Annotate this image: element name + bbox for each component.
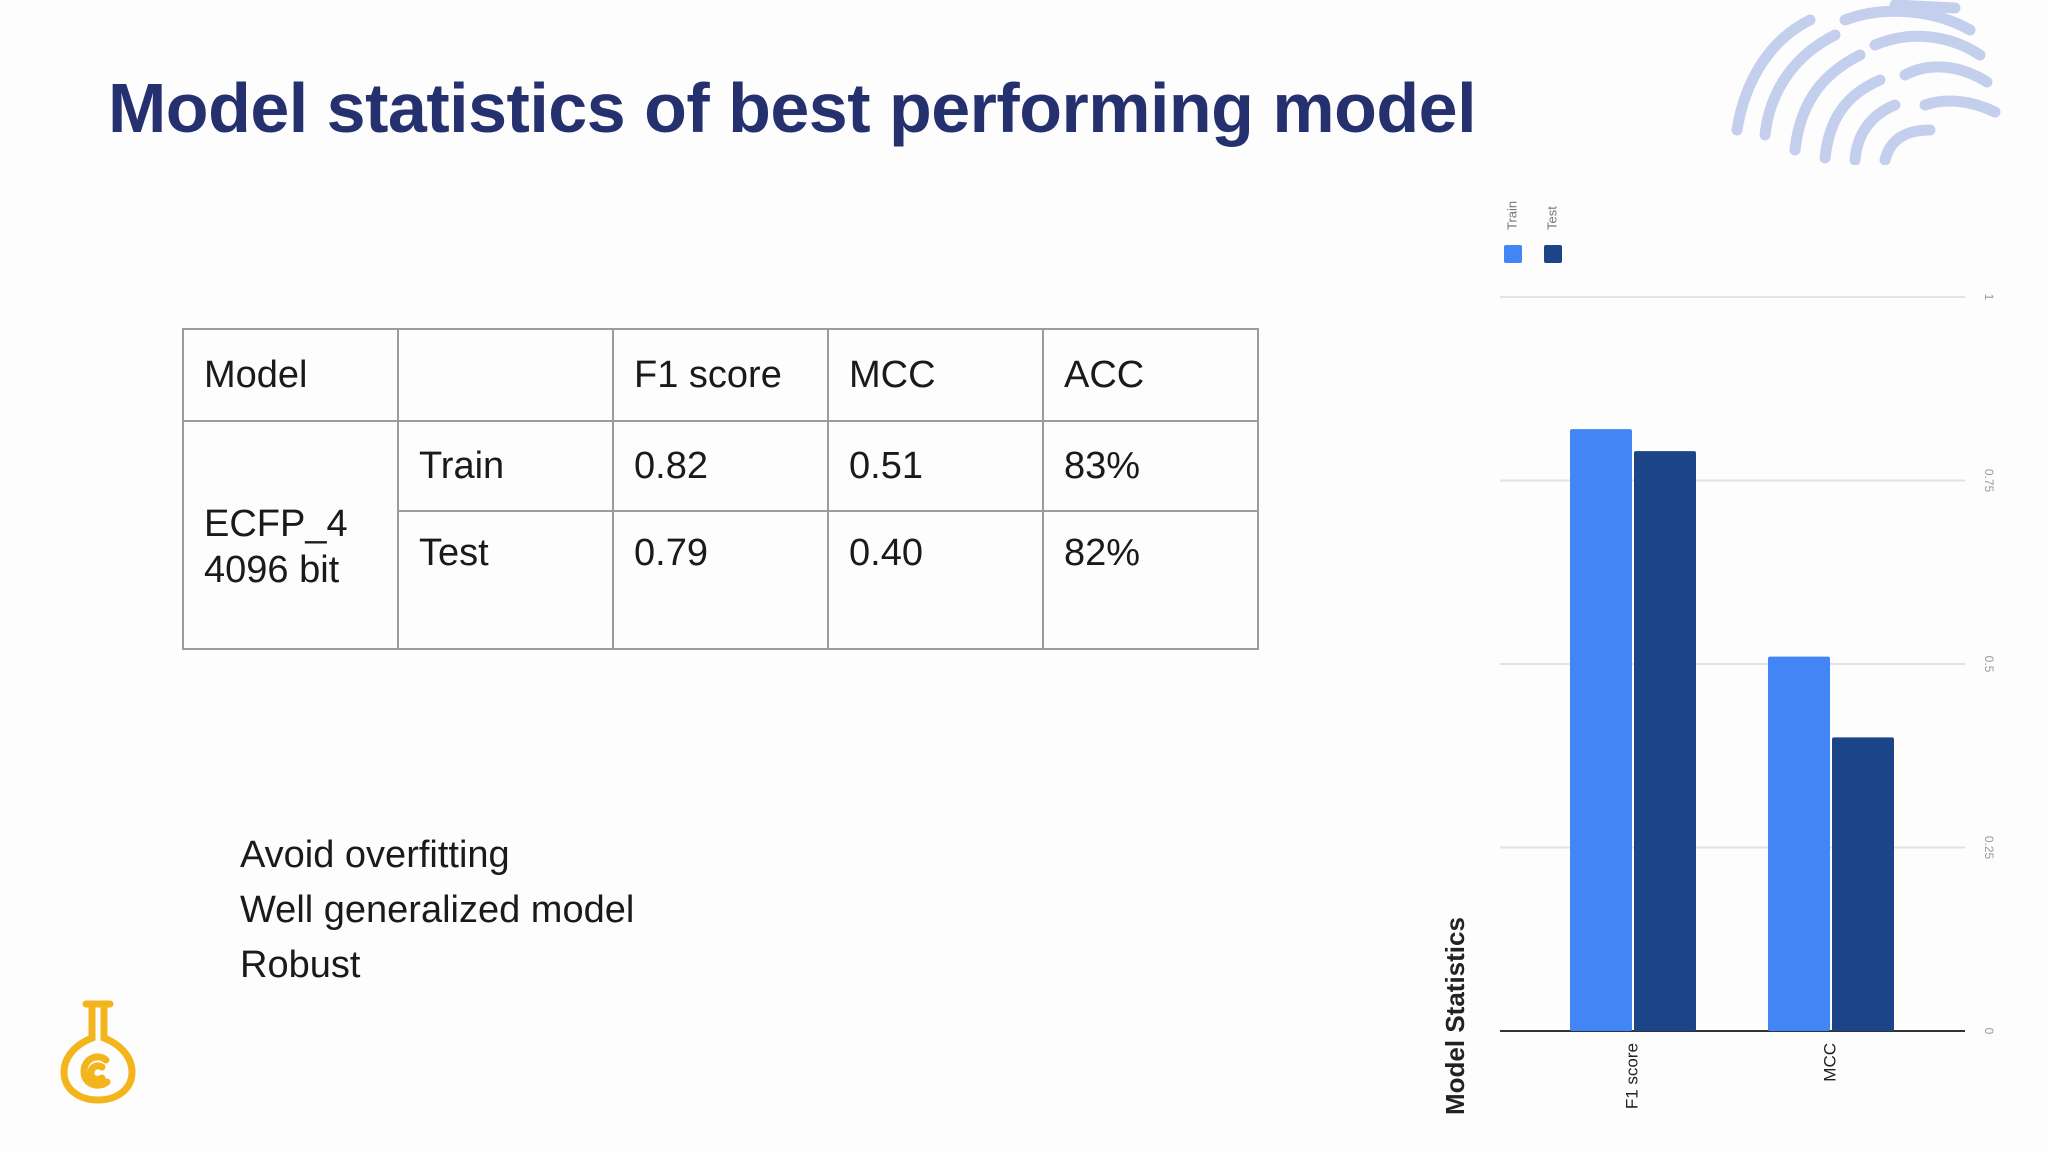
slide-title: Model statistics of best performing mode… — [108, 69, 1477, 147]
acc-cell: 83% — [1042, 420, 1259, 512]
y-tick-label: 1 — [1982, 294, 1996, 301]
bar — [1570, 429, 1632, 1031]
table-row: Test 0.79 0.40 82% — [183, 510, 1259, 650]
fingerprint-logo-icon — [1731, 0, 2001, 165]
note-item: Avoid overfitting — [240, 834, 510, 876]
model-name-line: ECFP_4 — [204, 503, 348, 545]
split-cell: Test — [397, 510, 614, 650]
y-tick-label: 0.25 — [1982, 836, 1996, 860]
header-f1: F1 score — [612, 328, 829, 422]
f1-cell: 0.82 — [612, 420, 829, 512]
acc-cell: 82% — [1042, 510, 1259, 650]
header-split — [397, 328, 614, 422]
split-cell: Train — [397, 420, 614, 512]
table-row: ECFP_4 4096 bit Train 0.82 0.51 83% — [182, 420, 1259, 650]
legend-label: Train — [1504, 201, 1519, 230]
x-tick-label: F1 score — [1622, 1043, 1641, 1109]
model-statistics-chart: 0 0.25 0.5 0.75 1 F1 score MCC Model Statistics… — [1440, 201, 1996, 1115]
bar — [1832, 737, 1894, 1031]
model-name-cell: ECFP_4 4096 bit — [182, 420, 399, 650]
stats-table: Model F1 score MCC ACC ECFP_4 4096 bit T… — [182, 328, 1259, 650]
note-item: Robust — [240, 944, 361, 986]
bar — [1634, 451, 1696, 1031]
mcc-cell: 0.40 — [827, 510, 1044, 650]
header-model: Model — [182, 328, 399, 422]
x-axis-title: Model Statistics — [1440, 917, 1470, 1115]
legend-swatch — [1504, 245, 1522, 263]
y-tick-label: 0.75 — [1982, 469, 1996, 493]
legend-swatch — [1544, 245, 1562, 263]
bar — [1768, 656, 1830, 1031]
legend-label: Test — [1544, 206, 1559, 230]
header-mcc: MCC — [827, 328, 1044, 422]
flask-logo-icon — [60, 1000, 136, 1104]
f1-cell: 0.79 — [612, 510, 829, 650]
y-tick-label: 0 — [1982, 1028, 1996, 1035]
header-acc: ACC — [1042, 328, 1259, 422]
mcc-cell: 0.51 — [827, 420, 1044, 512]
model-name-line: 4096 bit — [204, 549, 340, 591]
notes-list: Avoid overfitting Well generalized model… — [240, 828, 634, 993]
note-item: Well generalized model — [240, 889, 635, 931]
x-tick-label: MCC — [1820, 1043, 1839, 1082]
table-header-row: Model F1 score MCC ACC — [182, 328, 1259, 422]
y-tick-label: 0.5 — [1982, 656, 1996, 673]
